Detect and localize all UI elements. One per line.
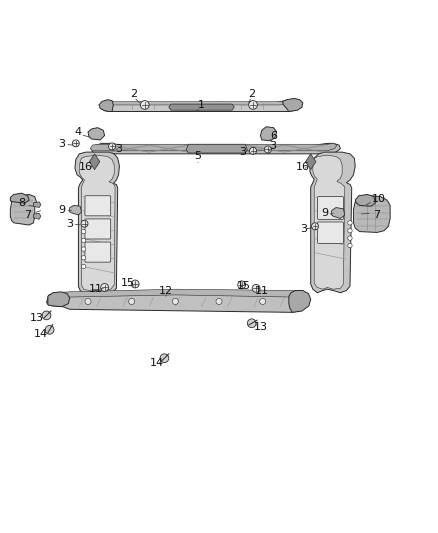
Polygon shape bbox=[89, 154, 100, 169]
FancyBboxPatch shape bbox=[85, 219, 111, 239]
Circle shape bbox=[250, 147, 257, 154]
Polygon shape bbox=[289, 290, 311, 312]
Polygon shape bbox=[90, 143, 337, 151]
Circle shape bbox=[265, 146, 272, 153]
Text: 1: 1 bbox=[198, 100, 205, 110]
Circle shape bbox=[81, 221, 86, 225]
Circle shape bbox=[172, 298, 178, 304]
Circle shape bbox=[348, 236, 352, 240]
Text: 3: 3 bbox=[269, 141, 276, 151]
Polygon shape bbox=[103, 101, 293, 106]
Circle shape bbox=[81, 238, 86, 243]
Circle shape bbox=[85, 298, 91, 304]
Text: 15: 15 bbox=[121, 278, 135, 288]
Circle shape bbox=[131, 280, 139, 288]
Text: 16: 16 bbox=[296, 162, 310, 172]
Text: 4: 4 bbox=[75, 127, 82, 137]
Circle shape bbox=[81, 229, 86, 234]
Polygon shape bbox=[305, 154, 316, 169]
Circle shape bbox=[141, 101, 149, 109]
Polygon shape bbox=[310, 152, 355, 293]
Circle shape bbox=[72, 140, 79, 147]
Polygon shape bbox=[46, 292, 307, 312]
Text: 6: 6 bbox=[270, 131, 277, 141]
Text: 5: 5 bbox=[194, 151, 201, 161]
Text: 3: 3 bbox=[115, 143, 122, 154]
Polygon shape bbox=[355, 195, 375, 206]
Text: 7: 7 bbox=[24, 210, 32, 220]
Circle shape bbox=[81, 247, 86, 251]
Circle shape bbox=[81, 220, 88, 227]
Text: 9: 9 bbox=[321, 208, 328, 218]
Polygon shape bbox=[353, 196, 390, 232]
Text: 16: 16 bbox=[79, 162, 93, 172]
Circle shape bbox=[101, 284, 109, 292]
Polygon shape bbox=[70, 205, 81, 215]
Polygon shape bbox=[11, 193, 29, 203]
Circle shape bbox=[81, 264, 86, 269]
Circle shape bbox=[216, 298, 222, 304]
Text: 13: 13 bbox=[29, 313, 43, 323]
Polygon shape bbox=[48, 292, 70, 306]
Circle shape bbox=[348, 244, 352, 248]
Polygon shape bbox=[169, 104, 234, 110]
Circle shape bbox=[238, 281, 246, 289]
Polygon shape bbox=[75, 152, 120, 294]
Polygon shape bbox=[186, 144, 247, 153]
Text: 3: 3 bbox=[66, 219, 73, 229]
Polygon shape bbox=[11, 195, 36, 225]
FancyBboxPatch shape bbox=[318, 197, 343, 220]
Text: 14: 14 bbox=[150, 358, 164, 368]
Polygon shape bbox=[33, 202, 41, 207]
Polygon shape bbox=[79, 155, 115, 290]
Polygon shape bbox=[332, 207, 345, 219]
Text: 13: 13 bbox=[254, 322, 268, 332]
Text: 2: 2 bbox=[130, 89, 138, 99]
Text: 3: 3 bbox=[240, 147, 247, 157]
Text: 15: 15 bbox=[237, 281, 251, 291]
Circle shape bbox=[260, 298, 266, 304]
Polygon shape bbox=[313, 155, 345, 289]
Text: 14: 14 bbox=[34, 329, 48, 339]
Circle shape bbox=[311, 223, 318, 230]
Circle shape bbox=[252, 285, 260, 292]
FancyBboxPatch shape bbox=[318, 222, 343, 244]
Text: 8: 8 bbox=[18, 198, 25, 208]
Text: 9: 9 bbox=[58, 205, 65, 215]
Circle shape bbox=[109, 143, 116, 150]
Circle shape bbox=[348, 229, 352, 233]
Circle shape bbox=[129, 298, 135, 304]
Circle shape bbox=[160, 354, 169, 362]
Polygon shape bbox=[99, 100, 113, 111]
Polygon shape bbox=[92, 143, 340, 154]
Text: 2: 2 bbox=[248, 89, 255, 99]
Text: 10: 10 bbox=[371, 194, 385, 204]
Polygon shape bbox=[48, 289, 304, 298]
Polygon shape bbox=[101, 101, 300, 111]
Text: 3: 3 bbox=[58, 139, 65, 149]
Text: 3: 3 bbox=[300, 224, 307, 235]
Polygon shape bbox=[261, 127, 277, 141]
Circle shape bbox=[81, 256, 86, 260]
Text: 12: 12 bbox=[159, 286, 173, 295]
FancyBboxPatch shape bbox=[85, 196, 111, 216]
Text: 7: 7 bbox=[374, 210, 381, 220]
FancyBboxPatch shape bbox=[85, 242, 111, 262]
Circle shape bbox=[348, 221, 352, 225]
Polygon shape bbox=[88, 128, 105, 140]
Circle shape bbox=[45, 326, 54, 334]
Circle shape bbox=[247, 319, 256, 328]
Circle shape bbox=[42, 311, 51, 320]
Circle shape bbox=[249, 101, 258, 109]
Text: 11: 11 bbox=[255, 286, 269, 296]
Text: 11: 11 bbox=[89, 284, 103, 294]
Polygon shape bbox=[33, 213, 41, 220]
Polygon shape bbox=[283, 99, 303, 111]
